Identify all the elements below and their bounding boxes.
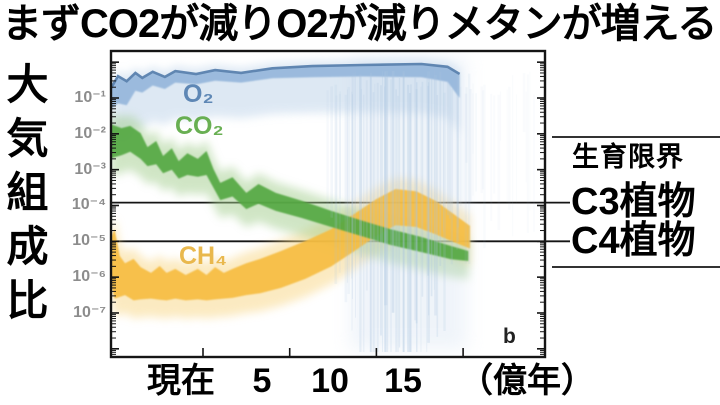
growth-limit-label: 生育限界 — [572, 142, 684, 172]
y-tick-label-1e-1: 10⁻¹ — [74, 89, 106, 106]
x-axis-label-1: 5 — [252, 362, 272, 400]
x-axis-label-0: 現在 — [147, 362, 215, 400]
chart-bands — [111, 58, 535, 352]
x-axis-label-3: 15 — [384, 362, 422, 400]
x-axis-label-2: 10 — [311, 362, 349, 400]
c4-plants-label: C4植物 — [571, 220, 696, 262]
ch4-series-label: CH₄ — [179, 242, 228, 270]
y-tick-label-1e-2: 10⁻² — [74, 124, 106, 142]
y-tick-label-1e-5: 10⁻⁵ — [72, 232, 106, 250]
co2-series-label: CO₂ — [175, 112, 224, 140]
panel-letter: b — [503, 325, 516, 348]
o2-series-label: O₂ — [183, 80, 214, 108]
y-axis-tick-labels: 10⁻¹ 10⁻² 10⁻³ 10⁻⁴ 10⁻⁵ 10⁻⁶ 10⁻⁷ — [38, 0, 106, 405]
y-tick-label-1e-4: 10⁻⁴ — [71, 196, 106, 214]
plot-border — [109, 49, 547, 359]
x-axis-label-4: （億年） — [459, 362, 595, 400]
page-title: まずCO2が減りO2が減りメタンが増える — [2, 2, 717, 46]
y-axis-title: 大気組成比 — [1, 62, 48, 332]
y-tick-label-1e-6: 10⁻⁶ — [72, 268, 106, 286]
y-tick-label-1e-7: 10⁻⁷ — [73, 303, 106, 321]
y-tick-label-1e-3: 10⁻³ — [74, 160, 106, 178]
c3-plants-label: C3植物 — [571, 181, 696, 223]
x-axis-tick-labels: 現在 5 10 15 （億年） — [0, 361, 720, 405]
